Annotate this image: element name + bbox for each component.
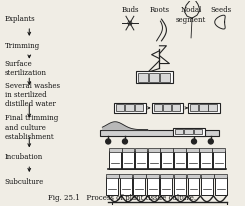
Circle shape: [192, 139, 196, 144]
Bar: [138, 73, 148, 82]
Bar: [175, 129, 184, 134]
Text: Roots: Roots: [149, 6, 170, 14]
Text: Several washes
in sterilized
distilled water: Several washes in sterilized distilled w…: [5, 82, 60, 108]
Bar: [174, 151, 186, 169]
Bar: [163, 104, 171, 111]
Bar: [190, 104, 198, 111]
Circle shape: [106, 139, 111, 144]
Bar: [173, 148, 186, 152]
Bar: [136, 71, 173, 83]
Bar: [116, 104, 124, 111]
Text: Fig. 25.1   Process of plant tissue culture.: Fig. 25.1 Process of plant tissue cultur…: [48, 194, 196, 202]
Bar: [133, 177, 145, 195]
Bar: [122, 151, 134, 169]
Bar: [147, 174, 159, 178]
Bar: [199, 104, 208, 111]
Bar: [148, 151, 160, 169]
Bar: [187, 174, 200, 178]
Bar: [120, 177, 132, 195]
Bar: [135, 151, 147, 169]
Bar: [109, 148, 122, 152]
Bar: [194, 129, 202, 134]
Bar: [173, 128, 205, 136]
Bar: [135, 148, 147, 152]
Bar: [100, 130, 219, 136]
Bar: [147, 177, 159, 195]
Circle shape: [208, 139, 213, 144]
Bar: [119, 174, 132, 178]
Bar: [201, 174, 213, 178]
Text: Final trimming
and culture
establishment: Final trimming and culture establishment: [5, 115, 58, 141]
Bar: [199, 148, 212, 152]
Bar: [109, 151, 121, 169]
Bar: [160, 174, 173, 178]
Text: Buds: Buds: [121, 6, 139, 14]
Bar: [200, 151, 212, 169]
Bar: [114, 103, 146, 113]
Bar: [135, 104, 143, 111]
Bar: [160, 73, 170, 82]
Bar: [133, 174, 146, 178]
Bar: [149, 73, 159, 82]
Bar: [214, 174, 227, 178]
Bar: [147, 148, 160, 152]
Bar: [186, 148, 199, 152]
Bar: [212, 148, 225, 152]
Bar: [125, 104, 134, 111]
Circle shape: [122, 139, 127, 144]
Bar: [172, 104, 180, 111]
Text: Surface
sterilization: Surface sterilization: [5, 60, 47, 77]
Bar: [154, 104, 162, 111]
Bar: [213, 151, 225, 169]
Bar: [173, 174, 186, 178]
Bar: [122, 148, 135, 152]
Bar: [160, 148, 173, 152]
Bar: [187, 151, 199, 169]
Bar: [174, 177, 186, 195]
Text: Explants: Explants: [5, 15, 35, 23]
Bar: [184, 129, 193, 134]
Bar: [188, 177, 199, 195]
Text: Seeds: Seeds: [210, 6, 231, 14]
Bar: [106, 174, 119, 178]
Text: Nodal
segment: Nodal segment: [176, 6, 206, 23]
Text: Subculture: Subculture: [5, 178, 44, 186]
Bar: [106, 177, 118, 195]
Bar: [215, 177, 227, 195]
Text: Trimming: Trimming: [5, 42, 40, 50]
Bar: [201, 177, 213, 195]
Bar: [160, 177, 172, 195]
Bar: [152, 103, 183, 113]
Bar: [161, 151, 173, 169]
Bar: [188, 103, 220, 113]
Bar: [208, 104, 217, 111]
Text: Incubation: Incubation: [5, 153, 43, 161]
